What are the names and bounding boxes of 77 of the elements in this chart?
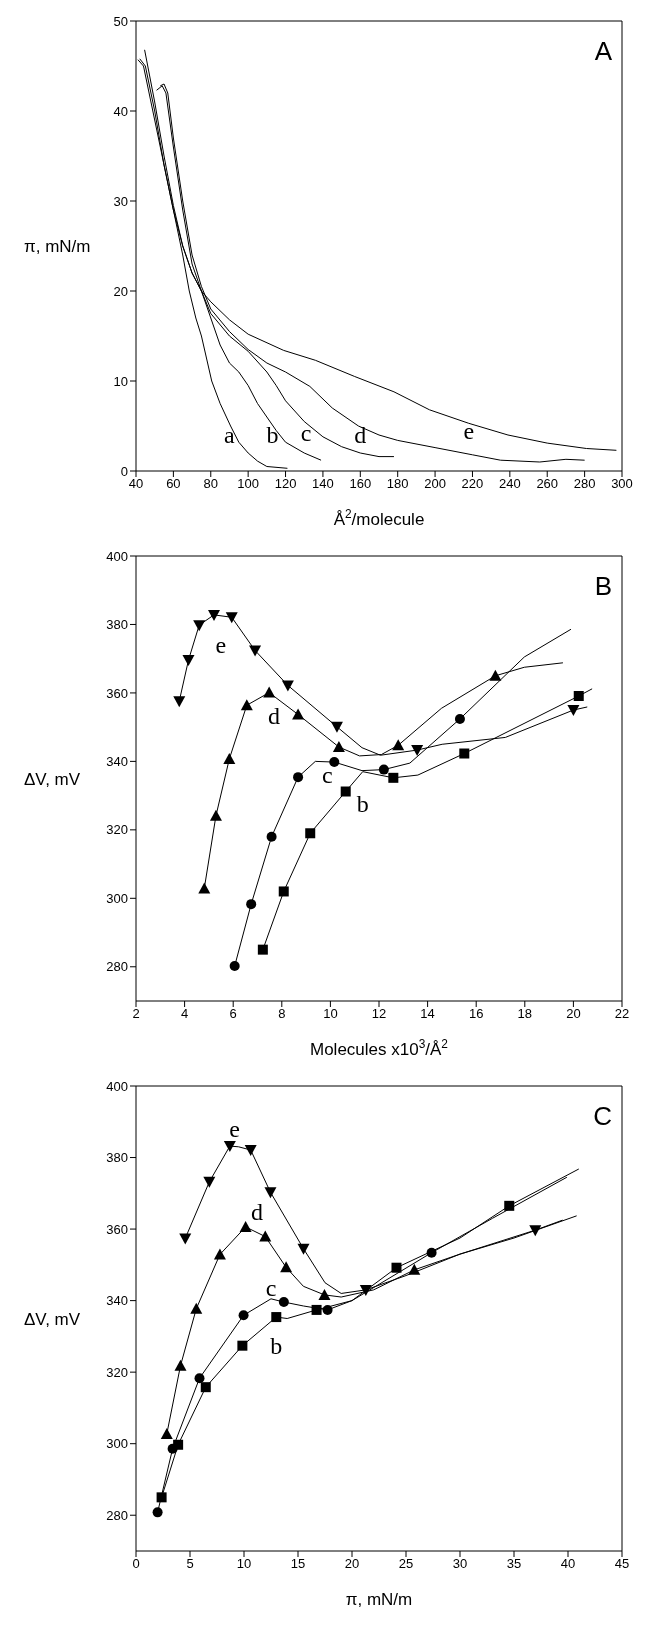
y-tick-label: 400 [106, 548, 128, 564]
annotation: c [321, 761, 333, 788]
x-axis-title: Å$^{2}$/molecule [333, 507, 425, 529]
x-tick-label: 10 [323, 1006, 338, 1022]
x-tick-label: 25 [398, 1556, 414, 1572]
x-tick-label: 12 [371, 1006, 387, 1022]
y-tick-label: 380 [106, 1150, 128, 1166]
x-tick-label: 15 [290, 1556, 306, 1572]
y-tick-label: 360 [106, 1221, 128, 1237]
annotation: b [270, 1332, 283, 1359]
annotation: c [300, 419, 312, 446]
x-tick-label: 260 [536, 476, 559, 492]
x-tick-label: 160 [349, 476, 372, 492]
y-axis-title: ΔV, mV [24, 1309, 81, 1329]
x-tick-label: 120 [274, 476, 297, 492]
text: C [593, 1101, 612, 1131]
x-tick-label: 45 [614, 1556, 630, 1572]
x-tick-label: 2 [132, 1006, 140, 1022]
y-tick-label: 40 [113, 103, 128, 119]
y-tick-label: 340 [106, 1293, 128, 1309]
x-tick-label: 240 [498, 476, 521, 492]
x-tick-label: 80 [203, 476, 218, 492]
annotation: e [463, 417, 475, 444]
x-tick-label: 0 [132, 1556, 140, 1572]
x-tick-label: 18 [517, 1006, 533, 1022]
x-tick-label: 35 [506, 1556, 522, 1572]
x-tick-label: 22 [614, 1006, 630, 1022]
y-tick-label: 340 [106, 754, 128, 769]
x-tick-label: 40 [560, 1556, 576, 1572]
x-tick-label: 6 [229, 1006, 237, 1022]
y-tick-label: 30 [113, 193, 128, 209]
y-tick-label: 280 [106, 1507, 128, 1523]
x-tick-label: 200 [424, 476, 446, 492]
x-tick-label: 280 [573, 476, 596, 492]
y-tick-label: 50 [113, 13, 128, 29]
annotation: b [356, 791, 369, 818]
y-tick-label: 20 [113, 283, 128, 299]
y-tick-label: 0 [120, 463, 128, 479]
x-tick-label: 8 [278, 1006, 286, 1022]
x-tick-label: 10 [236, 1556, 252, 1572]
x-tick-label: 300 [611, 476, 633, 492]
y-tick-label: 300 [106, 1436, 128, 1452]
y-axis-title: ΔV, mV [24, 769, 81, 789]
y-tick-label: 300 [106, 890, 128, 906]
x-tick-label: 14 [420, 1006, 435, 1022]
y-tick-label: 320 [106, 822, 128, 838]
y-tick-label: 400 [106, 1078, 128, 1094]
annotation: e [229, 1115, 240, 1142]
text: B [594, 571, 612, 601]
y-axis-title: π, mN/m [24, 237, 91, 256]
x-tick-label: 16 [468, 1006, 484, 1022]
y-tick-label: 280 [106, 959, 128, 975]
x-tick-label: 20 [344, 1556, 360, 1572]
annotation: c [265, 1274, 277, 1301]
x-tick-label: 60 [166, 476, 181, 492]
text: A [594, 36, 613, 66]
y-tick-label: 320 [106, 1364, 128, 1380]
annotation: d [251, 1199, 263, 1225]
x-axis-title: π, mN/m [345, 1590, 413, 1609]
x-tick-label: 140 [312, 476, 334, 492]
x-tick-label: 220 [461, 476, 484, 492]
annotation: e [215, 632, 227, 658]
x-axis-title: Molecules x10$^{3}$/Å$^{2}$ [310, 1037, 449, 1059]
y-tick-label: 380 [106, 617, 128, 633]
x-tick-label: 4 [180, 1006, 189, 1022]
annotation: d [268, 702, 281, 729]
x-tick-label: 20 [566, 1006, 581, 1022]
x-tick-label: 5 [186, 1556, 194, 1572]
annotation: a [223, 422, 235, 448]
x-tick-label: 40 [128, 476, 144, 492]
y-tick-label: 10 [113, 373, 128, 389]
x-tick-label: 30 [452, 1556, 468, 1572]
y-tick-label: 360 [106, 685, 128, 701]
x-tick-label: 100 [237, 476, 260, 492]
annotation: d [354, 422, 367, 448]
x-tick-label: 180 [386, 476, 409, 492]
annotation: b [266, 422, 279, 448]
